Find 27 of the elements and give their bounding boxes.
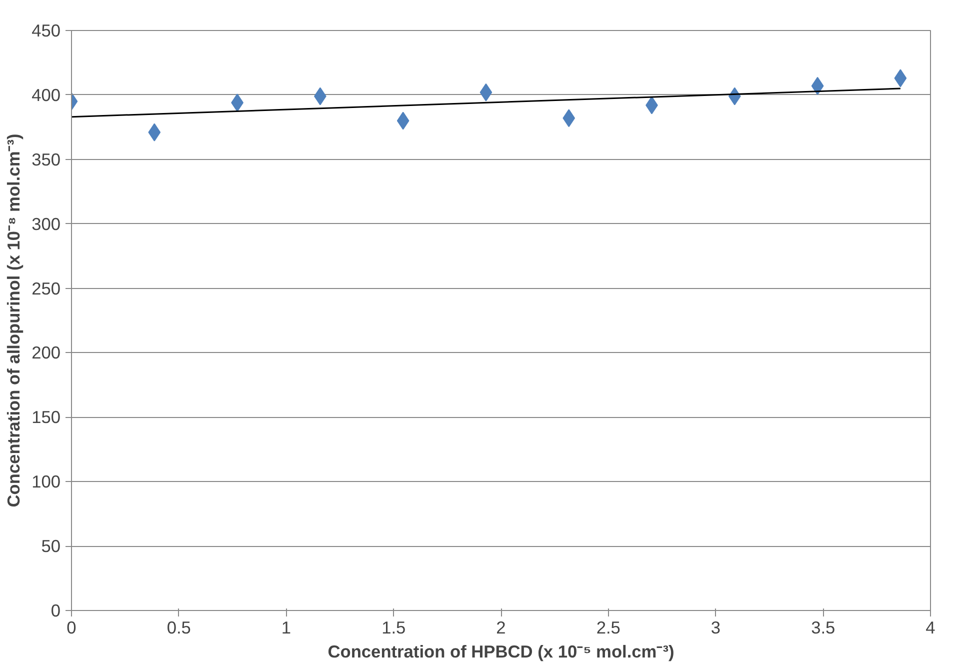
x-tick-label: 4: [926, 618, 936, 638]
y-tick-label: 50: [41, 536, 61, 556]
y-tick-label: 400: [32, 84, 61, 105]
y-tick-label: 450: [32, 20, 61, 40]
x-tick-label: 0.5: [166, 618, 191, 638]
y-tick-label: 350: [32, 149, 61, 170]
y-tick-label: 300: [32, 214, 61, 234]
y-tick-label: 200: [32, 342, 61, 363]
y-tick-label: 0: [50, 600, 61, 620]
y-tick-label: 100: [32, 472, 61, 492]
y-tick-label: 250: [32, 278, 61, 298]
x-axis-title: Concentration of HPBCD (x 10⁻⁵ mol.cm⁻³): [328, 642, 674, 662]
x-tick-label: 2: [496, 618, 506, 638]
x-tick-label: 3: [710, 618, 721, 638]
x-tick-label: 2.5: [596, 618, 620, 638]
point: [894, 69, 907, 88]
point: [811, 76, 824, 95]
point: [480, 83, 492, 102]
x-tick-label: 1: [281, 618, 292, 638]
y-tick-label: 150: [32, 407, 61, 428]
x-tick-label: 3.5: [811, 618, 836, 638]
point: [396, 112, 410, 130]
x-tick-label: 1.5: [382, 618, 406, 638]
y-axis-title: Concentration of allopurinol (x 10⁻⁸ mol.cm⁻³): [4, 134, 24, 508]
point: [562, 109, 576, 128]
x-tick-label: 0: [66, 618, 76, 638]
point: [148, 123, 161, 142]
